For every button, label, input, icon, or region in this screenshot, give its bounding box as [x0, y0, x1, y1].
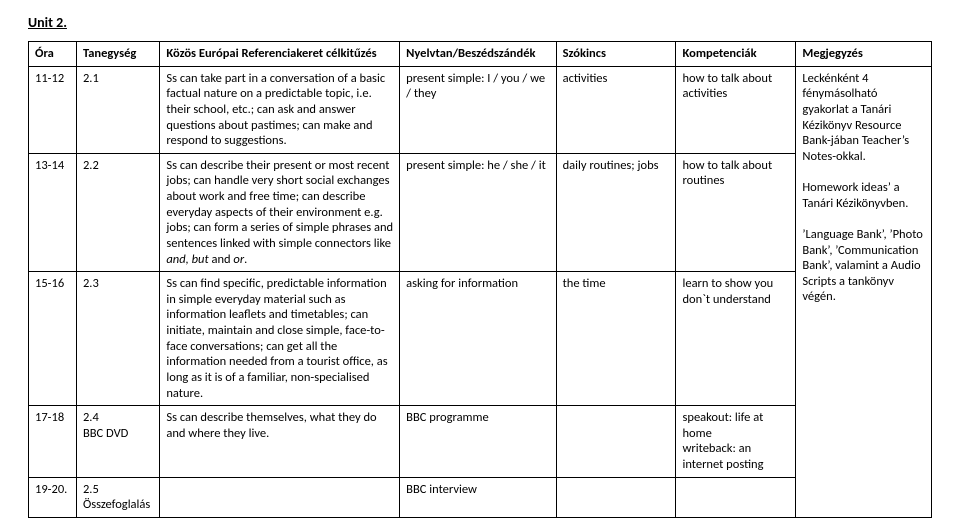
cell-ora: 13-14	[29, 153, 77, 271]
cell-komp: how to talk about activities	[676, 66, 796, 153]
cell-cel: Ss can find specific, predictable inform…	[160, 272, 400, 406]
cell-tan: 2.1	[76, 66, 159, 153]
cell-komp	[676, 477, 796, 517]
cell-nyelv: BBC interview	[400, 477, 556, 517]
header-celkituzes: Közös Európai Referenciakeret célkitűzés	[160, 42, 400, 67]
cell-cel: Ss can describe themselves, what they do…	[160, 406, 400, 478]
cell-ora: 15-16	[29, 272, 77, 406]
cell-tan: 2.4BBC DVD	[76, 406, 159, 478]
unit-title: Unit 2.	[28, 14, 932, 31]
header-kompetenciak: Kompetenciák	[676, 42, 796, 67]
cell-nyelv: present simple: I / you / we / they	[400, 66, 556, 153]
cell-megjegyzes: Leckénként 4 fénymásolható gyakorlat a T…	[796, 66, 932, 517]
cell-ora: 17-18	[29, 406, 77, 478]
header-ora: Óra	[29, 42, 77, 67]
cell-nyelv: asking for information	[400, 272, 556, 406]
cell-nyelv: present simple: he / she / it	[400, 153, 556, 271]
cell-ora: 11-12	[29, 66, 77, 153]
header-megjegyzes: Megjegyzés	[796, 42, 932, 67]
cell-szok: the time	[556, 272, 676, 406]
cell-komp: speakout: life at homewriteback: an inte…	[676, 406, 796, 478]
curriculum-table: Óra Tanegység Közös Európai Referenciake…	[28, 41, 932, 518]
header-szokincs: Szókincs	[556, 42, 676, 67]
cell-komp: learn to show you don`t understand	[676, 272, 796, 406]
table-header-row: Óra Tanegység Közös Európai Referenciake…	[29, 42, 932, 67]
cell-szok	[556, 477, 676, 517]
cell-szok	[556, 406, 676, 478]
table-row: 11-12 2.1 Ss can take part in a conversa…	[29, 66, 932, 153]
cell-nyelv: BBC programme	[400, 406, 556, 478]
cell-cel: Ss can describe their present or most re…	[160, 153, 400, 271]
cell-ora: 19-20.	[29, 477, 77, 517]
cell-komp: how to talk about routines	[676, 153, 796, 271]
cell-tan: 2.2	[76, 153, 159, 271]
cell-cel	[160, 477, 400, 517]
cell-tan: 2.3	[76, 272, 159, 406]
cell-szok: daily routines; jobs	[556, 153, 676, 271]
cell-tan: 2.5Összefoglalás	[76, 477, 159, 517]
header-nyelvtan: Nyelvtan/Beszédszándék	[400, 42, 556, 67]
cell-szok: activities	[556, 66, 676, 153]
header-tanegyseg: Tanegység	[76, 42, 159, 67]
cell-cel: Ss can take part in a conversation of a …	[160, 66, 400, 153]
